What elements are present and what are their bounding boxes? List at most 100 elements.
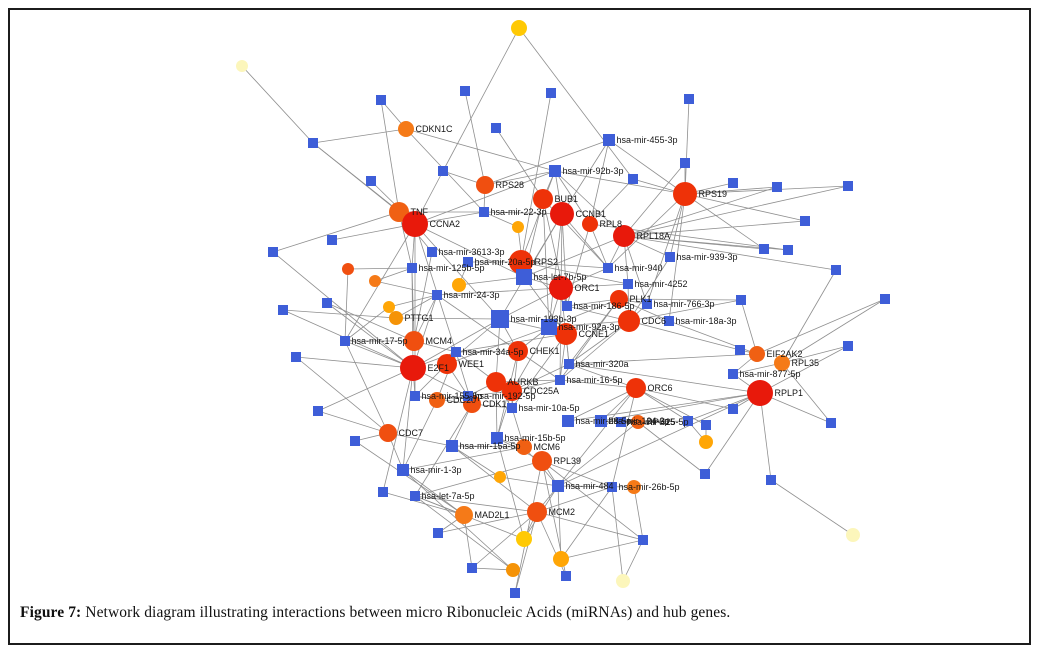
edge (704, 392, 761, 475)
edge (684, 193, 765, 250)
node-label: RPL39 (554, 456, 582, 466)
mirna-node (479, 207, 489, 217)
gene-node (404, 331, 424, 351)
edge (611, 387, 637, 488)
edge (561, 139, 610, 215)
edge (684, 98, 690, 195)
node-label: hsa-mir-425-5p (628, 417, 689, 427)
gene-node (555, 323, 577, 345)
mirna-node-unlabeled (433, 528, 443, 538)
gene-node-unlabeled (616, 574, 630, 588)
edge (541, 460, 644, 541)
node-label: hsa-mir-28-5p (576, 416, 632, 426)
gene-node-unlabeled (506, 563, 520, 577)
mirna-node (340, 336, 350, 346)
edge (623, 220, 806, 237)
edge (331, 223, 416, 241)
edge (568, 363, 637, 389)
edge (380, 99, 400, 213)
edge (402, 446, 525, 471)
edge (436, 294, 519, 352)
node-label: hsa-mir-3613-3p (439, 247, 505, 257)
gene-node (398, 121, 414, 137)
edge (382, 491, 465, 516)
edge (374, 267, 413, 282)
mirna-node-unlabeled (278, 305, 288, 315)
mirna-node (451, 347, 461, 357)
edge (326, 302, 415, 342)
edge (740, 299, 758, 355)
edge (628, 320, 741, 351)
edge (618, 298, 742, 301)
edge (523, 235, 625, 278)
edge (520, 92, 552, 263)
node-label: CHEK1 (530, 346, 560, 356)
gene-node-unlabeled (516, 531, 532, 547)
node-label: RPS15 (647, 417, 676, 427)
edge (395, 317, 501, 320)
node-label: hsa-mir-940 (615, 263, 663, 273)
edge (412, 318, 501, 369)
mirna-node (607, 482, 617, 492)
mirna-node-unlabeled (880, 294, 890, 304)
edge (608, 139, 686, 195)
edge (541, 460, 613, 488)
edge (646, 193, 686, 305)
node-label: hsa-mir-15b-5p (505, 433, 566, 443)
gene-node (508, 341, 528, 361)
edge (414, 495, 538, 513)
mirna-node (603, 263, 613, 273)
node-label: WEE1 (459, 359, 485, 369)
edge (554, 170, 625, 237)
mirna-node-unlabeled (735, 345, 745, 355)
gene-node (379, 424, 397, 442)
edge (495, 127, 544, 200)
edge (437, 511, 538, 534)
edge (436, 287, 562, 296)
mirna-node (541, 319, 557, 335)
mirna-node-unlabeled (736, 295, 746, 305)
edge (557, 485, 635, 488)
edge (554, 170, 686, 195)
gene-node (673, 182, 697, 206)
gene-node (618, 310, 640, 332)
mirna-node (427, 247, 437, 257)
edge (464, 90, 486, 186)
mirna-node-unlabeled (491, 123, 501, 133)
node-label: hsa-mir-15a-5p (460, 441, 521, 451)
edge (455, 333, 567, 353)
node-label: hsa-mir-125b-5p (419, 263, 485, 273)
edge (557, 485, 562, 560)
edge (414, 170, 556, 225)
gene-node-unlabeled (846, 528, 860, 542)
mirna-node (665, 252, 675, 262)
edge (560, 486, 613, 560)
gene-node (476, 176, 494, 194)
edge (382, 367, 414, 493)
edge (442, 27, 520, 172)
mirna-node-unlabeled (800, 216, 810, 226)
edge (414, 223, 525, 278)
edge (756, 298, 886, 355)
gene-node-unlabeled (627, 480, 641, 494)
edge (759, 392, 772, 481)
gene-node (486, 372, 506, 392)
edge (344, 340, 389, 434)
mirna-node-unlabeled (638, 535, 648, 545)
gene-node (631, 415, 645, 429)
edge (536, 511, 644, 541)
edge (559, 379, 637, 389)
gene-node (774, 355, 790, 371)
mirna-node-unlabeled (728, 404, 738, 414)
node-label: CDC25A (524, 386, 560, 396)
edge (520, 170, 556, 263)
gene-node-unlabeled (511, 20, 527, 36)
node-layer (236, 20, 890, 598)
node-label: hsa-let-7b-5p (534, 272, 587, 282)
node-label: ORC1 (575, 283, 600, 293)
edge (759, 345, 849, 394)
mirna-node (491, 432, 503, 444)
mirna-node (446, 440, 458, 452)
mirna-node-unlabeled (759, 244, 769, 254)
